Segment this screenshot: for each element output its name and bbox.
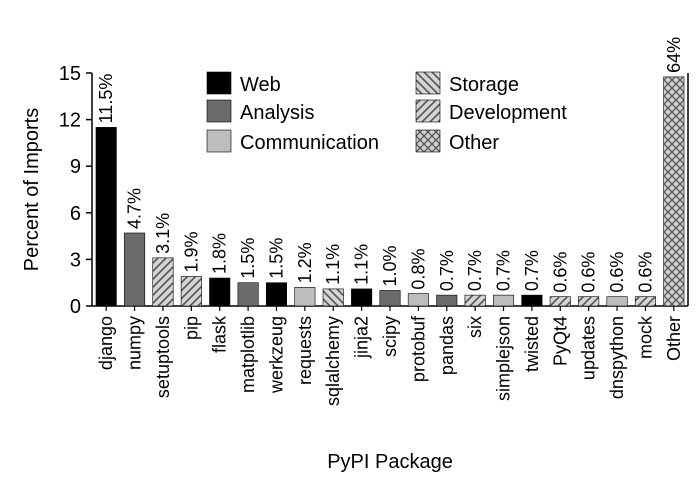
bar-pip xyxy=(180,276,202,307)
data-label: 3.1% xyxy=(153,213,173,254)
bar-jinja2 xyxy=(351,288,373,307)
x-tick-label: django xyxy=(96,316,116,370)
legend-swatch-communication xyxy=(206,129,232,153)
x-tick-label: jinja2 xyxy=(352,316,372,359)
x-tick-label: pip xyxy=(181,316,201,340)
bar-scipy xyxy=(379,290,401,307)
y-axis-title: Percent of Imports xyxy=(21,108,43,271)
x-tick-label: matplotlib xyxy=(238,316,258,393)
data-label: 1.5% xyxy=(238,238,258,279)
data-label: 0.7% xyxy=(494,250,514,291)
data-label: 0.6% xyxy=(579,252,599,293)
legend-label: Storage xyxy=(449,74,519,96)
data-label: 0.6% xyxy=(607,252,627,293)
bar-dnspython xyxy=(606,296,628,307)
x-tick-label: sqlalchemy xyxy=(323,316,343,406)
bar-setuptools xyxy=(152,257,174,307)
x-tick-label: dnspython xyxy=(607,316,627,399)
bar-other xyxy=(663,76,685,307)
legend-label: Web xyxy=(240,74,281,96)
bar-requests xyxy=(294,287,316,307)
x-tick-label: flask xyxy=(210,315,230,353)
data-label: 0.6% xyxy=(635,252,655,293)
bar-protobuf xyxy=(407,293,429,307)
x-tick-label: simplejson xyxy=(494,316,514,401)
data-label: 1.1% xyxy=(352,244,372,285)
y-tick-label: 9 xyxy=(70,156,81,178)
data-label: 0.8% xyxy=(408,249,428,290)
legend-label: Analysis xyxy=(240,102,314,124)
legend-swatch-web xyxy=(206,71,232,95)
bar-simplejson xyxy=(493,294,515,307)
bar-matplotlib xyxy=(237,282,259,307)
y-tick-label: 12 xyxy=(59,110,81,132)
x-tick-label: setuptools xyxy=(153,316,173,398)
x-tick-label: PyQt4 xyxy=(550,316,570,366)
x-tick-label: Other xyxy=(664,316,684,361)
data-label: 1.1% xyxy=(323,244,343,285)
bar-sqlalchemy xyxy=(322,288,344,307)
bar-pyqt4 xyxy=(549,296,571,307)
x-axis-title: PyPI Package xyxy=(327,451,453,473)
bar-werkzeug xyxy=(265,282,287,307)
x-tick-label: mock xyxy=(635,315,655,359)
bar-pandas xyxy=(436,294,458,307)
data-label: 64% xyxy=(664,37,684,73)
bar-django xyxy=(95,127,117,307)
legend-label: Development xyxy=(449,102,567,124)
legend-label: Communication xyxy=(240,132,379,154)
legend-swatch-other xyxy=(415,129,441,153)
data-label: 1.8% xyxy=(210,233,230,274)
y-tick-label: 15 xyxy=(59,63,81,85)
x-tick-label: twisted xyxy=(522,316,542,372)
bar-twisted xyxy=(521,294,543,307)
data-label: 0.7% xyxy=(522,250,542,291)
data-label: 0.7% xyxy=(465,250,485,291)
legend-swatch-development xyxy=(415,99,441,123)
data-label: 1.5% xyxy=(266,238,286,279)
x-tick-label: six xyxy=(465,316,485,338)
bar-flask xyxy=(209,277,231,307)
bar-six xyxy=(464,294,486,307)
data-label: 0.6% xyxy=(550,252,570,293)
bar-updates xyxy=(578,296,600,307)
y-tick-label: 0 xyxy=(70,296,81,318)
legend-swatch-analysis xyxy=(206,99,232,123)
legend-swatch-storage xyxy=(415,71,441,95)
bar-mock xyxy=(634,296,656,307)
x-tick-label: werkzeug xyxy=(266,316,286,394)
data-label: 4.7% xyxy=(125,188,145,229)
data-label: 1.2% xyxy=(295,242,315,283)
data-label: 0.7% xyxy=(437,250,457,291)
bar-numpy xyxy=(124,232,146,307)
data-label: 11.5% xyxy=(96,74,116,124)
x-tick-label: updates xyxy=(579,316,599,380)
y-tick-label: 3 xyxy=(70,249,81,271)
x-tick-label: numpy xyxy=(125,316,145,370)
legend-label: Other xyxy=(449,132,499,154)
x-tick-label: scipy xyxy=(380,316,400,357)
x-tick-label: protobuf xyxy=(408,315,428,382)
data-label: 1.9% xyxy=(181,231,201,272)
x-tick-label: pandas xyxy=(437,316,457,375)
y-tick-label: 6 xyxy=(70,203,81,225)
x-tick-label: requests xyxy=(295,316,315,385)
data-label: 1.0% xyxy=(380,245,400,286)
